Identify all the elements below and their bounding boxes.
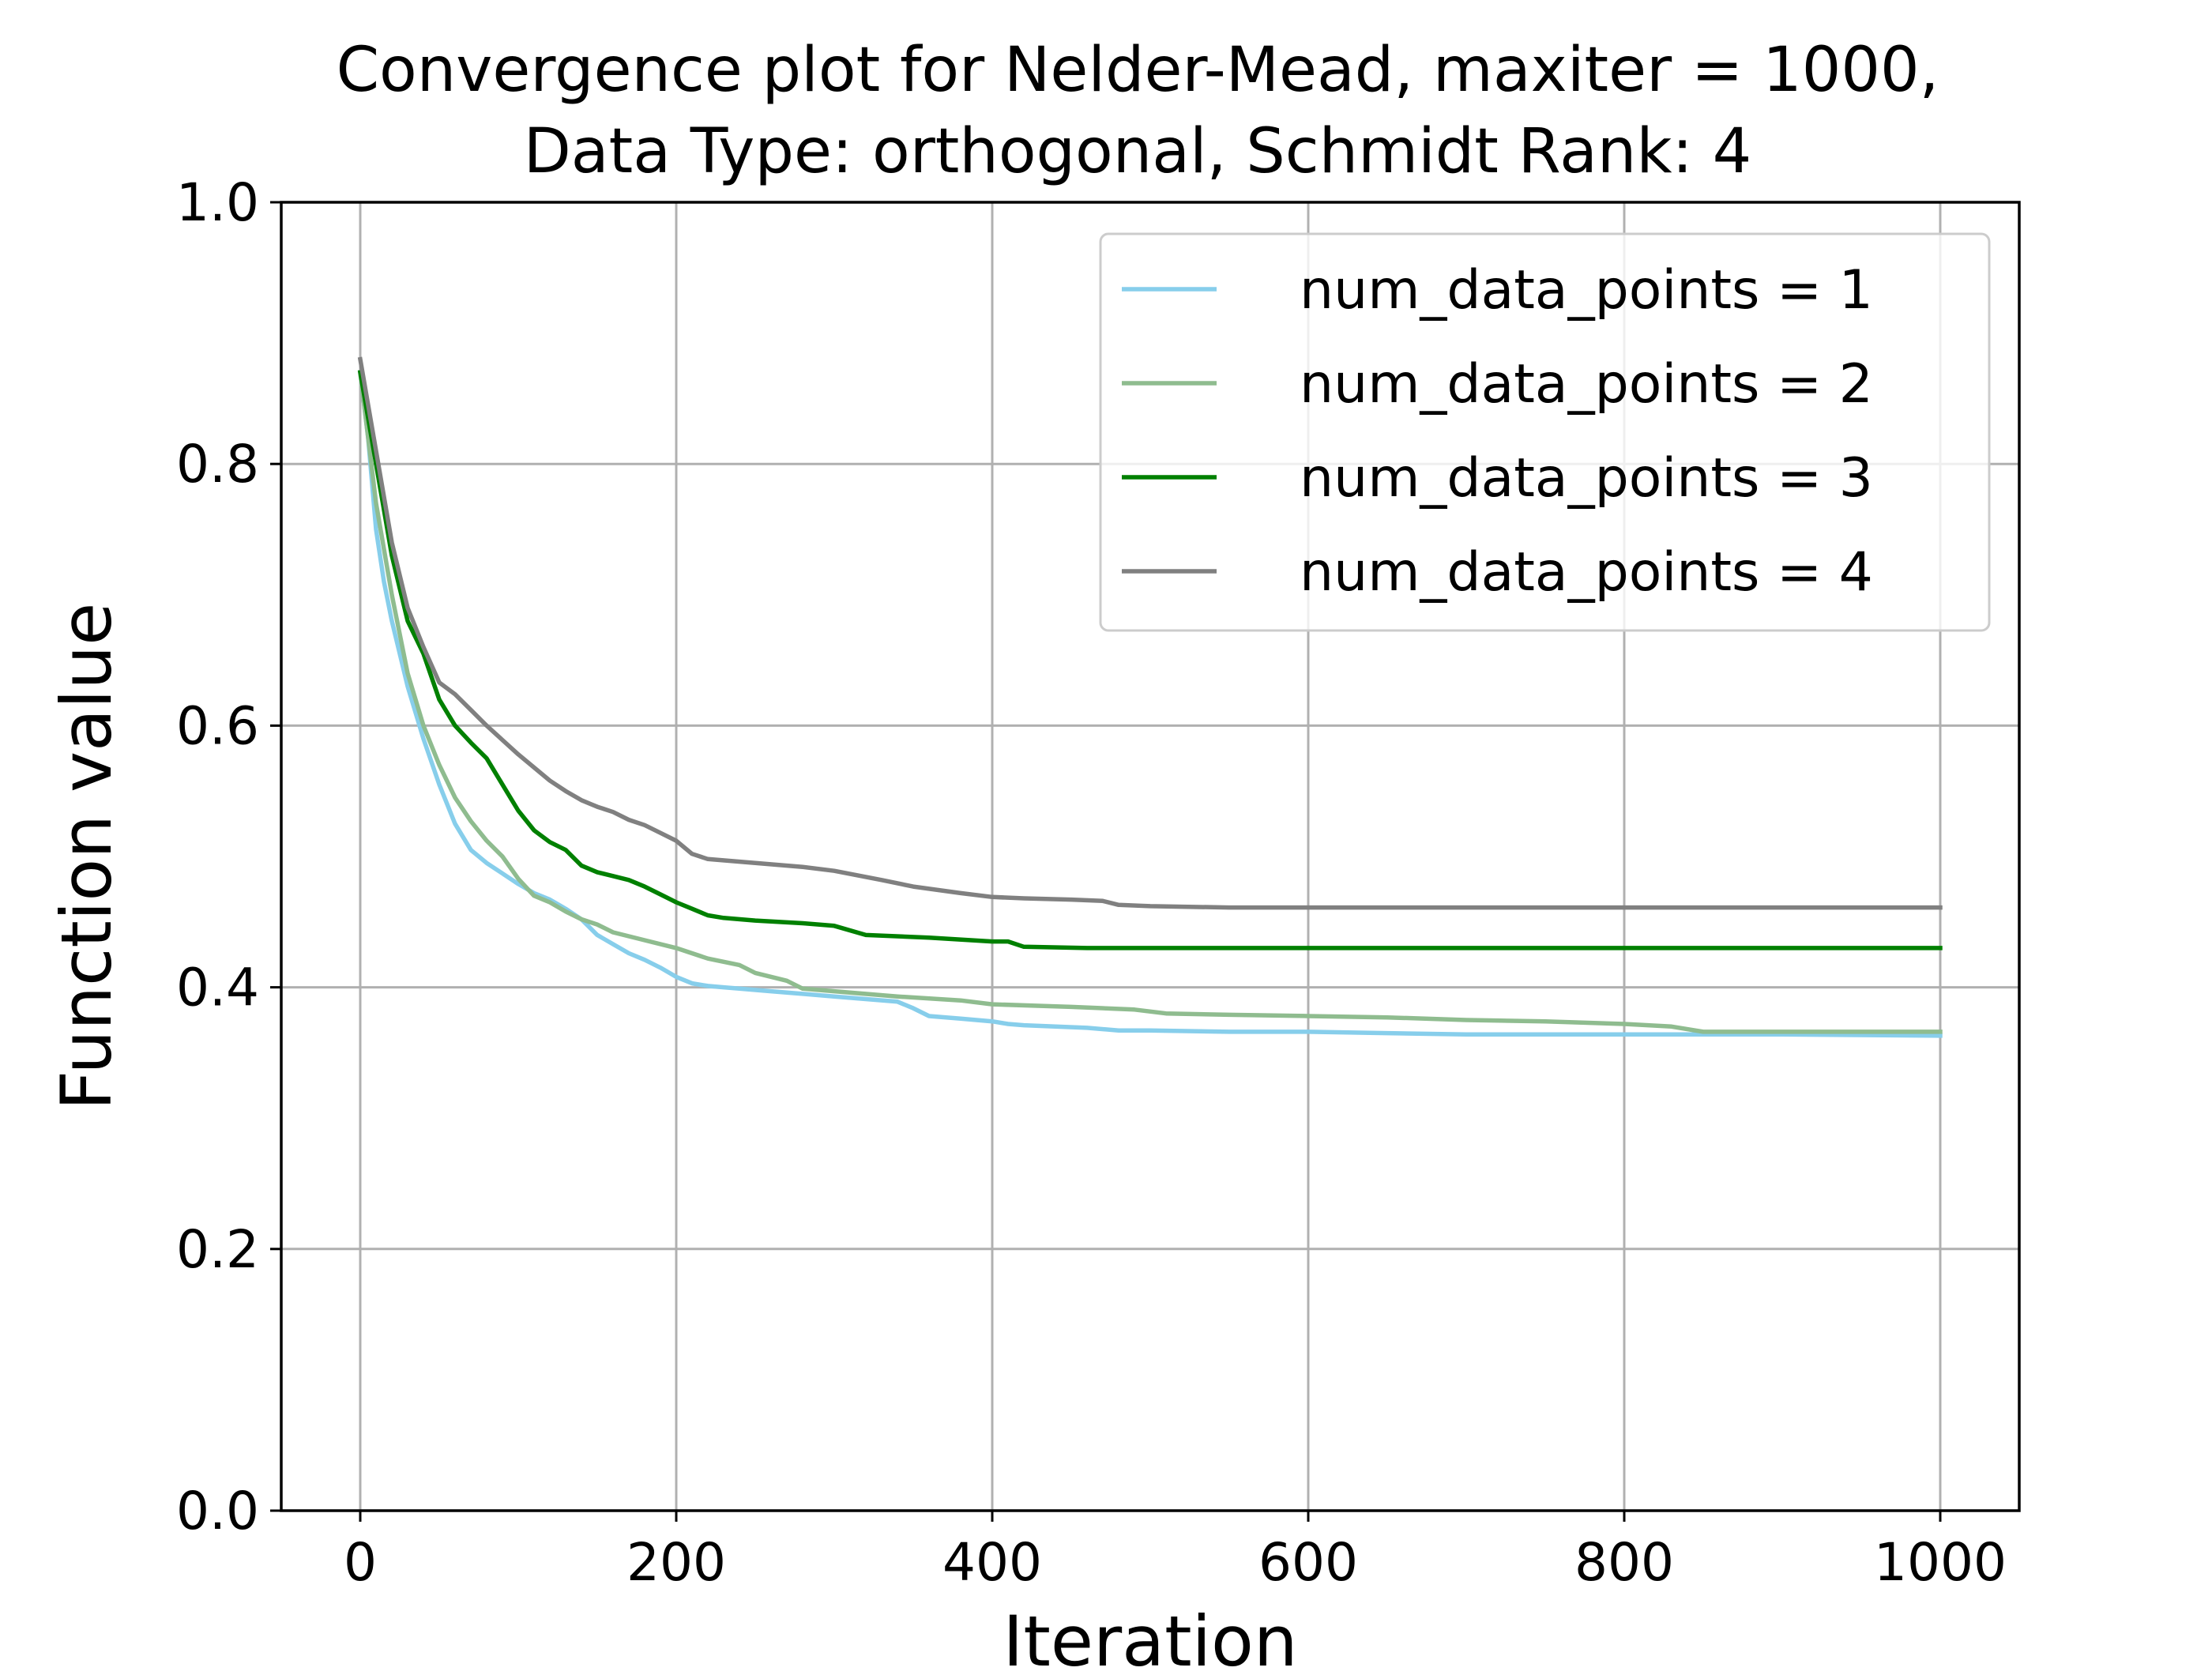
plot-frame (280, 201, 2021, 1512)
y-tick-label: 0.4 (176, 958, 259, 1018)
y-tick-label: 0.0 (176, 1481, 259, 1541)
legend-label: num_data_points = 2 (1300, 353, 1873, 416)
x-axis-label: Iteration (1003, 1601, 1297, 1675)
legend-label: num_data_points = 1 (1300, 259, 1873, 322)
x-tick-label: 400 (942, 1532, 1042, 1593)
series-line-4 (357, 356, 1943, 910)
y-tick-label: 1.0 (176, 172, 259, 233)
data-series (357, 356, 1943, 1038)
y-tick-label: 0.2 (176, 1219, 259, 1280)
chart-subtitle: Data Type: orthogonal, Schmidt Rank: 4 (524, 116, 1751, 187)
legend-label: num_data_points = 3 (1300, 447, 1873, 510)
legend: num_data_points = 1 num_data_points = 2 nu… (1099, 232, 1991, 632)
y-axis-label: Function value (46, 603, 127, 1111)
series-line-3 (357, 370, 1943, 950)
x-tick-label: 200 (626, 1532, 726, 1593)
x-tick-label: 0 (344, 1532, 377, 1593)
chart-title: Convergence plot for Nelder-Mead, maxite… (337, 35, 1939, 106)
ticks: 0 200 400 600 800 1000 0.0 0.2 0.4 0.6 0.8 1.0 (176, 172, 2007, 1593)
legend-label: num_data_points = 4 (1300, 541, 1873, 604)
x-tick-label: 800 (1574, 1532, 1674, 1593)
x-tick-label: 1000 (1874, 1532, 2007, 1593)
series-line-2 (357, 370, 1943, 1034)
y-tick-label: 0.6 (176, 695, 259, 756)
series-line-1 (357, 370, 1943, 1038)
legend-box (1099, 232, 1991, 632)
x-tick-label: 600 (1258, 1532, 1358, 1593)
y-tick-label: 0.8 (176, 434, 259, 495)
